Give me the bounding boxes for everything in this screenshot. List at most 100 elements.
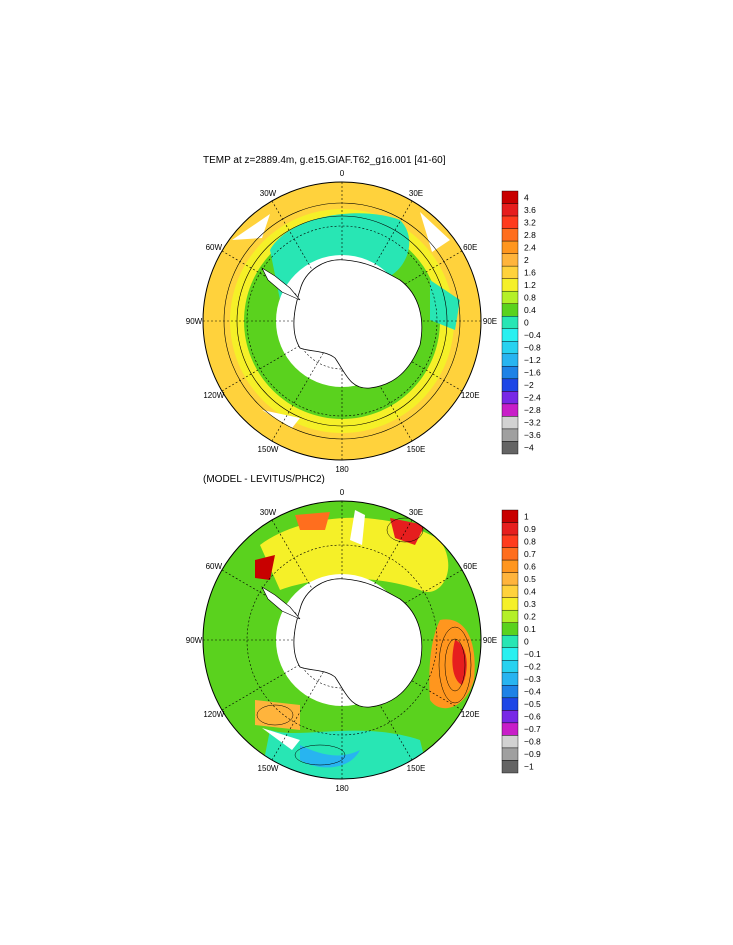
colorbar-label: −0.8 [524, 343, 541, 353]
colorbar-swatch [501, 353, 519, 367]
colorbar-label: 2 [524, 255, 529, 265]
longitude-label: 90E [483, 317, 497, 326]
colorbar-swatch [501, 403, 519, 417]
colorbar-label: −0.2 [524, 662, 541, 672]
panel-1-title: TEMP at z=2889.4m, g.e15.GIAF.T62_g16.00… [203, 155, 446, 166]
colorbar-swatch [501, 265, 519, 279]
colorbar-label: 0 [524, 637, 529, 647]
colorbar-swatch [501, 190, 519, 204]
colorbar-label: −0.4 [524, 687, 541, 697]
colorbar-swatch [501, 747, 519, 761]
colorbars: 4 3.6 3.2 2.8 2.4 2 1.6 1.2 0.8 0.4 0 −0.4 −0.8 −1.2 −… [501, 190, 541, 774]
colorbar-label: 0.3 [524, 599, 536, 609]
longitude-label: 60W [206, 562, 223, 571]
colorbar-label: −0.8 [524, 737, 541, 747]
map-2 [202, 500, 482, 780]
colorbar-label: 1.6 [524, 267, 536, 277]
colorbar-label: 4 [524, 192, 529, 202]
colorbar-swatch [501, 647, 519, 661]
colorbar-label: 0.4 [524, 305, 536, 315]
longitude-label: 90E [483, 636, 497, 645]
colorbar-swatch [501, 622, 519, 636]
colorbar-swatch [501, 522, 519, 536]
longitude-label: 120W [203, 391, 224, 400]
colorbar-label: 0.8 [524, 293, 536, 303]
colorbar-label: 3.6 [524, 205, 536, 215]
colorbar-label: 0.4 [524, 586, 536, 596]
colorbar-label: −1 [524, 762, 534, 772]
longitude-label: 180 [335, 465, 349, 474]
colorbar-swatch [501, 303, 519, 317]
longitude-label: 30E [409, 189, 423, 198]
colorbar-label: −0.3 [524, 674, 541, 684]
longitude-label: 60E [463, 562, 477, 571]
colorbar-label: −3.6 [524, 430, 541, 440]
colorbar-swatch [501, 584, 519, 598]
colorbar-swatch [501, 328, 519, 342]
colorbar-swatch [501, 441, 519, 455]
longitude-label: 90W [186, 636, 203, 645]
colorbar-label: −0.4 [524, 330, 541, 340]
longitude-label: 0 [340, 169, 345, 178]
colorbar-swatch [501, 203, 519, 217]
colorbar-label: −2.8 [524, 405, 541, 415]
colorbar-label: 0.8 [524, 536, 536, 546]
colorbar-swatch [501, 228, 519, 242]
colorbar-swatch [501, 428, 519, 442]
longitude-labels: 0 30E 60E 90E 120E 150E 180 150W 120W 90W 60W 30W 0 3… [186, 169, 497, 793]
colorbar-swatch [501, 547, 519, 561]
colorbar-swatch [501, 240, 519, 254]
longitude-label: 60W [206, 243, 223, 252]
colorbar-label: 0.9 [524, 524, 536, 534]
colorbar-swatch [501, 509, 519, 523]
colorbar-swatch [501, 366, 519, 380]
colorbar-label: −3.2 [524, 418, 541, 428]
colorbar-label: 1.2 [524, 280, 536, 290]
colorbar-label: −4 [524, 443, 534, 453]
colorbar-swatch [501, 685, 519, 699]
colorbar-label: −2 [524, 380, 534, 390]
colorbar-swatch [501, 760, 519, 774]
colorbar-label: −0.7 [524, 724, 541, 734]
longitude-label: 60E [463, 243, 477, 252]
longitude-label: 120E [461, 391, 480, 400]
colorbar-swatch [501, 609, 519, 623]
colorbar-swatch [501, 635, 519, 648]
colorbar-label: 0.2 [524, 612, 536, 622]
colorbar-label: −1.6 [524, 368, 541, 378]
colorbar-swatch [501, 722, 519, 736]
colorbar-swatch [501, 559, 519, 573]
colorbar-label: 2.4 [524, 242, 536, 252]
colorbar-label: −0.9 [524, 749, 541, 759]
colorbar-swatch [501, 391, 519, 405]
antarctica-outline-2 [293, 578, 423, 708]
colorbar-label: −0.1 [524, 649, 541, 659]
colorbar-swatch [501, 316, 519, 329]
colorbar-label: 0.6 [524, 561, 536, 571]
colorbar-label: 0 [524, 318, 529, 328]
longitude-label: 150E [407, 445, 426, 454]
longitude-label: 120E [461, 710, 480, 719]
longitude-label: 180 [335, 784, 349, 793]
colorbar-label: −1.2 [524, 355, 541, 365]
colorbar-label: −0.6 [524, 712, 541, 722]
longitude-label: 90W [186, 317, 203, 326]
colorbar-label: 0.7 [524, 549, 536, 559]
panel-2-title: (MODEL - LEVITUS/PHC2) [203, 474, 325, 485]
colorbar-label: 2.8 [524, 230, 536, 240]
map-1 [202, 181, 482, 461]
colorbar-swatch [501, 735, 519, 749]
colorbar-swatch [501, 660, 519, 674]
colorbar-swatch [501, 710, 519, 724]
colorbar-label: 0.5 [524, 574, 536, 584]
colorbar-label: −2.4 [524, 393, 541, 403]
colorbar-swatch [501, 290, 519, 304]
colorbar-label: −0.5 [524, 699, 541, 709]
colorbar-label: 3.2 [524, 217, 536, 227]
longitude-label: 120W [203, 710, 224, 719]
antarctica-outline-1 [293, 259, 423, 389]
colorbar-swatch [501, 697, 519, 711]
colorbar-label: 0.1 [524, 624, 536, 634]
longitude-label: 150W [258, 764, 279, 773]
